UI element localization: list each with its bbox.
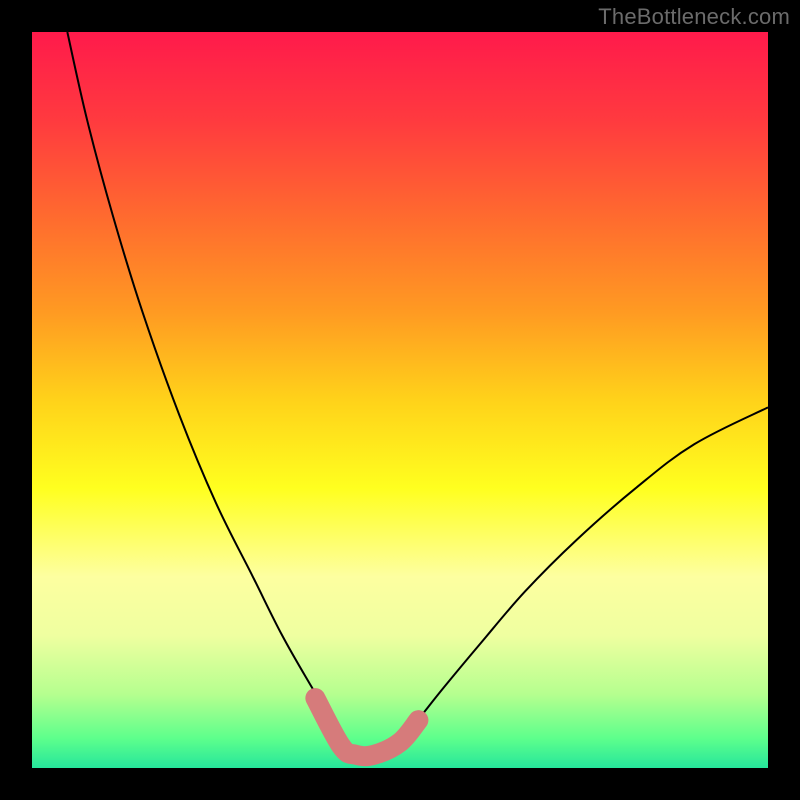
chart-frame: TheBottleneck.com [0,0,800,800]
plot-area [32,32,768,768]
valley-highlight-line [315,698,418,756]
bottleneck-curve-svg [32,32,768,768]
watermark-label: TheBottleneck.com [598,4,790,30]
bottleneck-curve-line [67,32,768,754]
